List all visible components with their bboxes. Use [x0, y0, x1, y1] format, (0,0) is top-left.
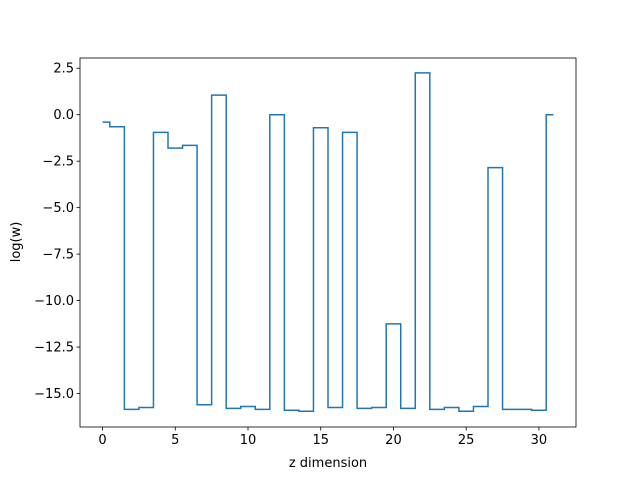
y-tick-label: −5.0: [42, 201, 74, 216]
y-axis-label: log(w): [9, 222, 24, 263]
x-tick-label: 10: [240, 433, 257, 448]
x-axis-label: z dimension: [289, 456, 367, 471]
y-tick-label: −12.5: [34, 341, 74, 356]
y-tick-label: 0.0: [53, 108, 74, 123]
plot-frame: [79, 57, 577, 428]
x-tick-label: 30: [531, 433, 548, 448]
y-axis-ticks: 2.5 0.0 −2.5 −5.0 −7.5 −10.0 −12.5 −15.0: [34, 62, 80, 402]
x-axis-ticks: 0 5 10 15 20 25 30: [98, 427, 547, 448]
x-tick-label: 0: [98, 433, 106, 448]
y-tick-label: −15.0: [34, 387, 74, 402]
series-line-log-w: [102, 72, 554, 412]
x-tick-label: 25: [458, 433, 475, 448]
y-tick-label: −7.5: [42, 248, 74, 263]
x-tick-label: 15: [312, 433, 329, 448]
x-tick-label: 20: [385, 433, 402, 448]
y-tick-label: −10.0: [34, 294, 74, 309]
x-tick-label: 5: [171, 433, 179, 448]
y-tick-label: 2.5: [53, 62, 74, 77]
y-tick-label: −2.5: [42, 155, 74, 170]
